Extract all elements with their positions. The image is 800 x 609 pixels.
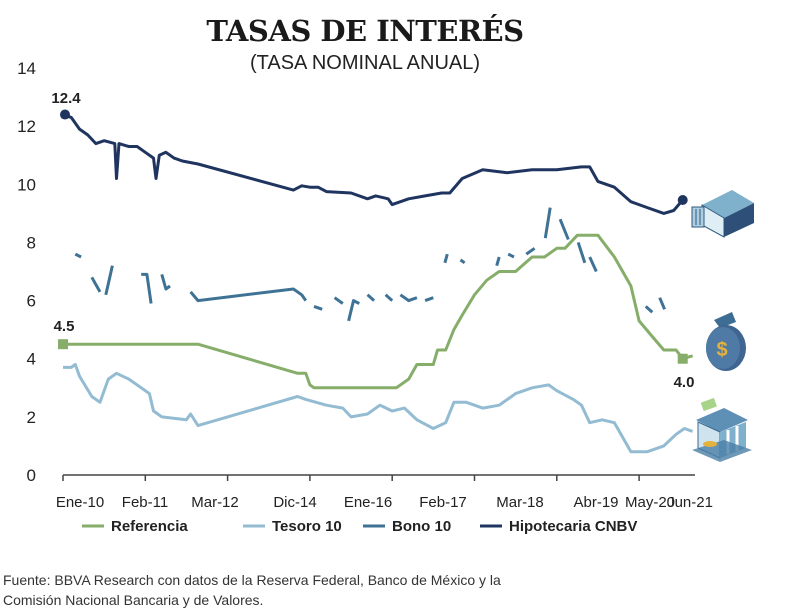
legend-item: Bono 10 bbox=[392, 518, 451, 535]
series-bono-10-line bbox=[333, 296, 344, 305]
chart-subtitle: (TASA NOMINAL ANUAL) bbox=[249, 52, 481, 74]
referencia-end-marker bbox=[677, 353, 688, 364]
referencia-end-label: 4.0 bbox=[674, 374, 695, 391]
referencia-start-marker bbox=[58, 339, 68, 350]
series-bono-10-line bbox=[658, 297, 666, 310]
series-bono-10-line bbox=[366, 293, 376, 302]
source-note-line-1: Fuente: BBVA Research con datos de la Re… bbox=[3, 572, 501, 588]
hipotecaria-start-marker bbox=[60, 109, 70, 120]
series-bono-10-line bbox=[507, 252, 515, 259]
series-bono-10-line bbox=[495, 256, 501, 267]
house-icon bbox=[691, 190, 754, 238]
y-tick-label: 2 bbox=[27, 408, 36, 427]
legend-item: Tesoro 10 bbox=[272, 518, 342, 535]
series-bono-10-line bbox=[141, 272, 153, 304]
series-bono-10-line bbox=[443, 253, 449, 264]
series-bono-10-line bbox=[189, 287, 308, 303]
series-bono-10-line bbox=[644, 305, 654, 314]
series-bono-10-line bbox=[104, 265, 114, 296]
series-bono-10-line bbox=[347, 299, 360, 322]
x-tick-label: Abr-19 bbox=[573, 494, 618, 511]
series-hipotecaria-cnbv-line bbox=[62, 113, 684, 215]
hipotecaria-end-marker bbox=[677, 194, 688, 205]
x-tick-label: Mar-12 bbox=[191, 494, 239, 511]
series-bono-10-line bbox=[543, 207, 552, 239]
series-bono-10-line bbox=[74, 252, 82, 259]
hipotecaria-start-label: 12.4 bbox=[51, 90, 81, 107]
x-tick-label: Ene-16 bbox=[344, 494, 392, 511]
x-tick-label: Dic-14 bbox=[273, 494, 316, 511]
series-tesoro-10-line bbox=[63, 363, 694, 454]
bank-icon bbox=[692, 397, 752, 462]
series-bono-10-line bbox=[588, 256, 598, 273]
series-bono-10-line bbox=[399, 293, 418, 303]
y-tick-label: 6 bbox=[27, 292, 36, 311]
series-bono-10-line bbox=[459, 258, 466, 265]
x-tick-label: Ene-10 bbox=[56, 494, 104, 511]
series-referencia-line bbox=[63, 233, 694, 390]
svg-text:$: $ bbox=[716, 339, 727, 361]
x-tick-label: May-20 bbox=[625, 494, 675, 511]
legend-item: Referencia bbox=[111, 518, 188, 535]
series-bono-10-line bbox=[90, 276, 102, 293]
y-tick-label: 4 bbox=[27, 350, 36, 369]
referencia-start-label: 4.5 bbox=[54, 318, 75, 335]
chart-title: TASAS DE INTERÉS bbox=[206, 14, 524, 48]
y-tick-label: 0 bbox=[27, 466, 36, 485]
series-bono-10-line bbox=[313, 304, 323, 311]
series-bono-10-line bbox=[160, 273, 171, 291]
source-note-line-2: Comisión Nacional Bancaria y de Valores. bbox=[3, 592, 264, 608]
money-bag-icon: $ bbox=[706, 312, 746, 371]
legend-item: Hipotecaria CNBV bbox=[509, 518, 637, 535]
x-tick-label: Mar-18 bbox=[496, 494, 544, 511]
x-tick-label: Feb-11 bbox=[122, 494, 168, 511]
series-bono-10-line bbox=[384, 293, 394, 302]
y-tick-label: 14 bbox=[17, 59, 36, 78]
series-bono-10-line bbox=[525, 247, 536, 256]
y-tick-label: 8 bbox=[27, 233, 36, 252]
x-tick-label: Feb-17 bbox=[419, 494, 467, 511]
y-tick-label: 12 bbox=[17, 117, 36, 136]
y-tick-label: 10 bbox=[17, 175, 36, 194]
series-bono-10-line bbox=[576, 241, 587, 264]
series-bono-10-line bbox=[558, 218, 570, 241]
x-tick-label: Jun-21 bbox=[667, 494, 713, 511]
series-bono-10-line bbox=[424, 296, 434, 303]
